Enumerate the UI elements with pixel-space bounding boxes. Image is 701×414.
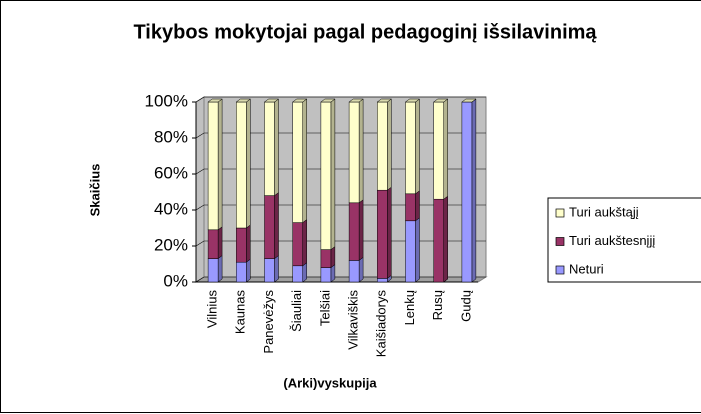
bar	[405, 101, 416, 195]
bar	[320, 249, 332, 268]
bar-side	[415, 98, 420, 195]
x-tick-label: Lenkų	[402, 290, 417, 325]
bar	[405, 193, 416, 222]
bar	[320, 101, 332, 250]
x-tick-label: Rusų	[430, 290, 445, 320]
bar-side	[358, 256, 364, 283]
bar-side	[387, 98, 392, 191]
bar	[292, 101, 303, 223]
bar	[292, 265, 303, 283]
bar-side	[443, 98, 448, 200]
bar-top	[376, 98, 393, 103]
x-tick-label: Gudų	[458, 290, 473, 322]
legend-label: Turi aukštesnįjį	[569, 233, 655, 248]
y-tick-label: 60%	[154, 163, 188, 182]
grid-line	[195, 132, 486, 139]
x-tick-label: Vilkaviškis	[346, 290, 361, 350]
x-tick-label: Telšiai	[317, 290, 332, 326]
bar-side	[274, 255, 279, 283]
bar	[207, 229, 219, 259]
bar	[264, 101, 275, 196]
bar	[264, 258, 275, 283]
y-tick-label: 20%	[154, 235, 188, 254]
grid-line	[195, 168, 486, 175]
bar-side	[330, 246, 336, 269]
bar-side	[471, 98, 477, 283]
legend: Neturi Turi aukštesnįjį Turi aukštąjį	[555, 204, 655, 276]
bar	[236, 101, 247, 229]
bar-top	[348, 98, 364, 103]
bar	[433, 101, 444, 200]
bar	[348, 101, 360, 204]
bar-top	[404, 98, 421, 103]
chart-title: Tikybos mokytojai pagal pedagoginį išsil…	[133, 21, 597, 43]
bar	[377, 101, 388, 191]
bar-side	[330, 98, 336, 251]
bar-top	[263, 98, 280, 103]
bar-top	[235, 98, 252, 103]
grid-line	[195, 276, 486, 283]
legend-box	[547, 197, 701, 283]
legend-label: Turi aukštąjį	[569, 204, 639, 219]
y-axis-title: Skaičius	[87, 164, 102, 217]
bar	[236, 261, 247, 283]
y-tick-label: 0%	[163, 271, 188, 290]
bar	[433, 198, 444, 283]
bar-side	[387, 186, 392, 279]
grid-line	[195, 240, 486, 247]
x-axis-title: (Arki)vyskupija	[283, 375, 377, 390]
bar	[348, 260, 360, 283]
bar	[377, 189, 388, 279]
legend-swatch	[555, 237, 565, 246]
bar-top	[320, 98, 336, 103]
bar-side	[302, 219, 307, 267]
bar-side	[246, 98, 251, 229]
bar-side	[358, 98, 364, 204]
y-tick-label: 80%	[154, 127, 188, 146]
bar-side	[302, 98, 307, 224]
bar-side	[217, 255, 223, 283]
bar-side	[415, 190, 420, 222]
bar-side	[358, 199, 364, 261]
bar-top	[207, 98, 223, 103]
bar	[236, 227, 247, 263]
legend-swatch	[555, 265, 565, 275]
x-tick-label: Kaunas	[233, 290, 248, 335]
grid-line	[195, 96, 486, 103]
bar	[292, 222, 303, 267]
bar-top	[432, 98, 449, 103]
bar	[461, 101, 473, 283]
bar	[320, 267, 332, 283]
side-wall	[195, 96, 205, 283]
bar	[377, 278, 388, 283]
bar-side	[246, 224, 251, 263]
bar	[207, 101, 219, 231]
bar-side	[415, 217, 420, 283]
bar-side	[274, 98, 279, 197]
bar-side	[302, 262, 307, 283]
grid-line	[195, 204, 486, 211]
y-tick-label: 100%	[145, 91, 188, 110]
bar	[405, 220, 416, 283]
bar	[348, 202, 360, 261]
x-tick-label: Kaišiadorys	[374, 290, 389, 358]
bar-side	[246, 258, 251, 283]
bar	[207, 258, 219, 283]
bar	[264, 195, 275, 259]
x-tick-label: Panevėžys	[261, 290, 276, 354]
bar-side	[443, 195, 448, 283]
bar-side	[217, 98, 223, 231]
bar-top	[461, 98, 477, 103]
y-tick-label: 40%	[154, 199, 188, 218]
bar-side	[217, 226, 223, 260]
bar-top	[291, 98, 308, 103]
bar-side	[274, 192, 279, 260]
legend-swatch	[555, 208, 565, 218]
x-tick-label: Šiauliai	[289, 290, 304, 332]
legend-label: Neturi	[569, 261, 604, 276]
x-tick-label: Vilnius	[205, 290, 220, 329]
